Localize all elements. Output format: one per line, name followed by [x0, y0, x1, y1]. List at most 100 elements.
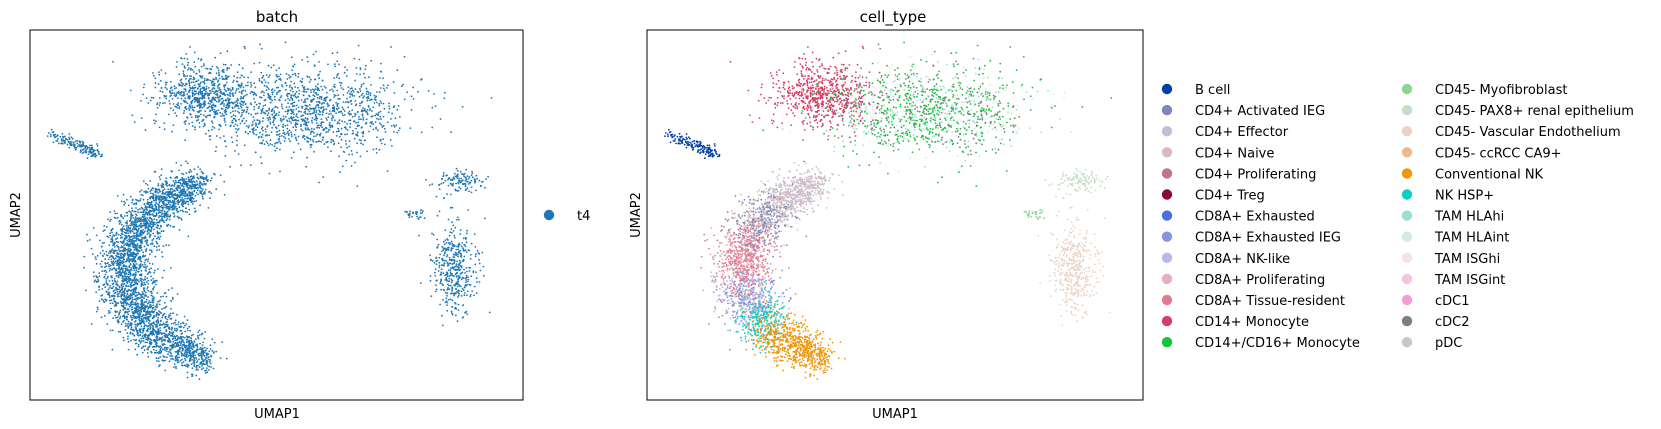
- data-point: [115, 282, 118, 284]
- data-point: [379, 122, 381, 125]
- data-point: [261, 126, 264, 129]
- data-point: [254, 93, 257, 95]
- data-point: [350, 165, 353, 167]
- data-point: [258, 78, 261, 80]
- data-point: [397, 105, 400, 107]
- data-point: [297, 86, 299, 89]
- data-point: [112, 257, 115, 259]
- data-point: [186, 338, 189, 341]
- data-point: [137, 211, 139, 214]
- data-point: [131, 207, 133, 210]
- data-point: [149, 271, 152, 274]
- data-point: [126, 296, 129, 298]
- data-point: [135, 338, 138, 341]
- data-point: [189, 352, 192, 355]
- data-point: [290, 108, 293, 111]
- data-point: [162, 219, 165, 222]
- data-point: [302, 94, 305, 97]
- data-point: [155, 349, 158, 352]
- data-point: [314, 78, 317, 81]
- data-point: [164, 369, 167, 372]
- data-point: [286, 124, 289, 127]
- data-point: [249, 130, 251, 133]
- data-point: [390, 118, 392, 120]
- data-point: [155, 306, 158, 309]
- data-point: [134, 303, 137, 306]
- data-point: [284, 133, 286, 136]
- data-point: [198, 107, 201, 109]
- data-point: [146, 260, 149, 263]
- data-point: [343, 121, 346, 123]
- data-point: [382, 115, 385, 118]
- data-point: [181, 204, 184, 207]
- data-point: [178, 341, 181, 344]
- data-point: [223, 117, 226, 120]
- data-point: [155, 313, 158, 316]
- data-point: [185, 172, 188, 174]
- data-point: [181, 346, 183, 348]
- data-point: [121, 271, 124, 274]
- data-point: [173, 215, 176, 218]
- data-point: [158, 198, 160, 201]
- data-point: [162, 322, 165, 325]
- data-point: [337, 129, 340, 132]
- data-point: [143, 287, 146, 290]
- data-point: [393, 125, 396, 128]
- data-point: [151, 292, 153, 295]
- data-point: [228, 102, 230, 105]
- data-point: [241, 120, 244, 123]
- data-point: [443, 91, 446, 94]
- data-point: [165, 95, 168, 97]
- data-point: [168, 208, 171, 211]
- data-point: [137, 316, 139, 318]
- data-point: [118, 311, 121, 313]
- data-point: [279, 73, 282, 76]
- data-point: [211, 88, 214, 91]
- data-point: [123, 244, 126, 247]
- data-point: [149, 303, 152, 306]
- data-point: [139, 334, 142, 337]
- data-point: [285, 94, 288, 96]
- data-point: [209, 68, 212, 70]
- data-point: [158, 71, 160, 73]
- data-point: [106, 275, 109, 278]
- data-point: [160, 209, 162, 212]
- data-point: [244, 94, 247, 97]
- data-point: [137, 291, 140, 294]
- data-point: [119, 273, 121, 276]
- data-point: [362, 117, 365, 119]
- data-point: [173, 92, 176, 95]
- data-point: [249, 92, 252, 94]
- data-point: [189, 75, 192, 77]
- data-point: [322, 106, 325, 108]
- data-point: [349, 122, 352, 125]
- data-point: [121, 253, 124, 256]
- data-point: [315, 135, 317, 137]
- data-point: [151, 242, 154, 244]
- data-point: [389, 139, 392, 141]
- data-point: [149, 205, 152, 207]
- data-point: [141, 236, 144, 239]
- data-point: [140, 229, 143, 232]
- data-point: [112, 60, 114, 63]
- data-point: [231, 87, 234, 90]
- data-point: [283, 135, 285, 138]
- data-point: [161, 218, 163, 221]
- data-point: [139, 257, 142, 259]
- data-point: [323, 143, 326, 146]
- data-point: [163, 312, 166, 315]
- data-point: [175, 327, 178, 330]
- data-point: [152, 224, 155, 227]
- data-point: [182, 185, 185, 188]
- data-point: [108, 280, 111, 282]
- data-point: [291, 69, 294, 72]
- data-point: [353, 137, 356, 140]
- data-point: [106, 323, 109, 325]
- data-point: [186, 351, 188, 354]
- data-point: [206, 371, 209, 374]
- data-point: [134, 323, 137, 326]
- data-point: [340, 87, 343, 89]
- data-point: [120, 261, 123, 264]
- data-point: [308, 110, 311, 113]
- data-point: [244, 89, 247, 92]
